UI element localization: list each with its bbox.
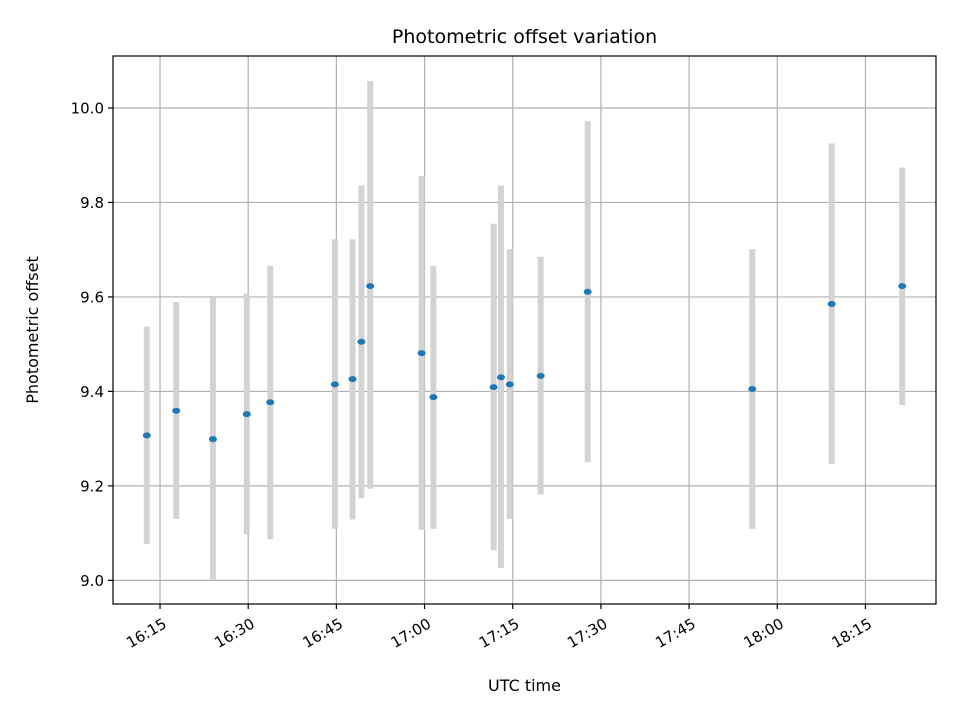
data-point (417, 350, 426, 357)
data-point (489, 384, 498, 391)
data-point (748, 386, 757, 393)
y-tick-label: 10.0 (71, 99, 104, 117)
data-point (429, 394, 438, 401)
data-point (142, 432, 151, 439)
data-point (357, 338, 366, 345)
data-point (366, 283, 375, 290)
y-tick-label: 9.4 (80, 383, 104, 401)
y-tick-label: 9.0 (80, 572, 104, 590)
data-point (536, 372, 545, 379)
data-point (266, 399, 275, 406)
y-tick-label: 9.2 (80, 477, 104, 495)
grid-layer (113, 56, 936, 604)
data-point (348, 376, 357, 383)
point-layer (142, 283, 907, 443)
y-tick-label: 9.6 (80, 288, 104, 306)
data-point (505, 381, 514, 388)
y-tick-label: 9.8 (80, 194, 104, 212)
data-point (242, 411, 251, 418)
data-point (208, 436, 217, 443)
data-point (330, 381, 339, 388)
data-point (583, 288, 592, 295)
x-axis-label: UTC time (488, 676, 561, 695)
y-axis-label: Photometric offset (23, 256, 42, 404)
data-point (898, 283, 907, 290)
plot-frame (112, 55, 937, 605)
data-point (496, 374, 505, 381)
data-point (827, 301, 836, 308)
data-point (172, 407, 181, 414)
chart-title: Photometric offset variation (392, 26, 657, 48)
